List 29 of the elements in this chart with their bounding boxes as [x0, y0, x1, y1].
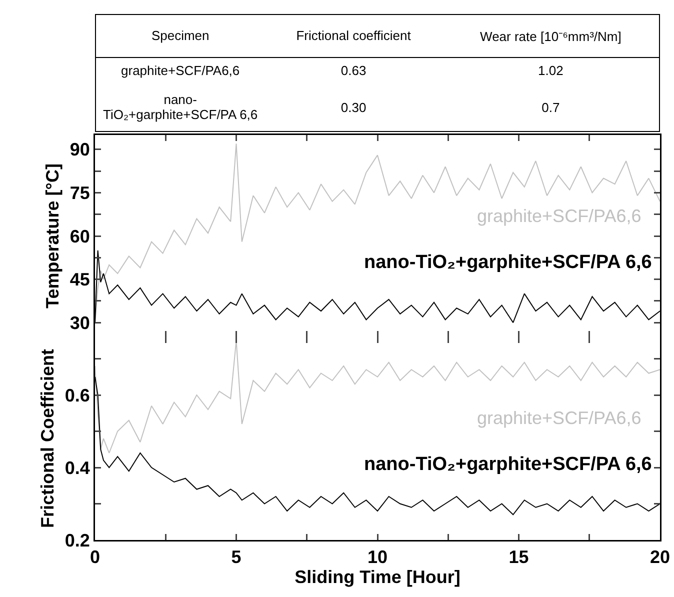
y-tick-label: 75 [70, 183, 90, 204]
series-label: nano-TiO₂+garphite+SCF/PA 6,6 [364, 252, 652, 273]
y-tick-label: 0.2 [64, 530, 90, 550]
text: Frictional coefficient [264, 14, 442, 58]
x-tick-label: 15 [508, 547, 529, 568]
text: 0.63 [340, 62, 368, 80]
x-axis-title: Sliding Time [Hour] [294, 567, 460, 588]
text: 0.30 [340, 98, 368, 117]
y-tick-label: 0.4 [64, 458, 90, 478]
series-label: graphite+SCF/PA6,6 [477, 206, 642, 226]
series-label: graphite+SCF/PA6,6 [477, 408, 642, 428]
y-tick-label: 45 [70, 270, 90, 290]
x-tick-label: 0 [90, 547, 100, 568]
y-tick-label: 0.6 [64, 385, 90, 406]
y-tick-label: 90 [70, 140, 90, 160]
text: 0.7 [540, 98, 561, 117]
text: Wear rate [10⁻⁶mm³/Nm] [442, 14, 660, 58]
text: nano-TiO₂+garphite+SCF/PA 6,6 [102, 91, 259, 124]
y-axis-title: Temperature [°C] [42, 164, 62, 308]
x-tick-label: 20 [650, 547, 670, 568]
y-tick-label: 30 [70, 312, 90, 333]
x-tick-label: 10 [367, 547, 388, 568]
text: 1.02 [537, 62, 564, 80]
text: Specimen [96, 14, 265, 58]
y-tick-label: 60 [70, 226, 90, 246]
x-tick-label: 5 [231, 547, 242, 568]
y-axis-title: Frictional Coefficient [37, 348, 58, 528]
series-label: nano-TiO₂+garphite+SCF/PA 6,6 [364, 454, 652, 475]
text: graphite+SCF/PA6,6 [120, 62, 241, 80]
